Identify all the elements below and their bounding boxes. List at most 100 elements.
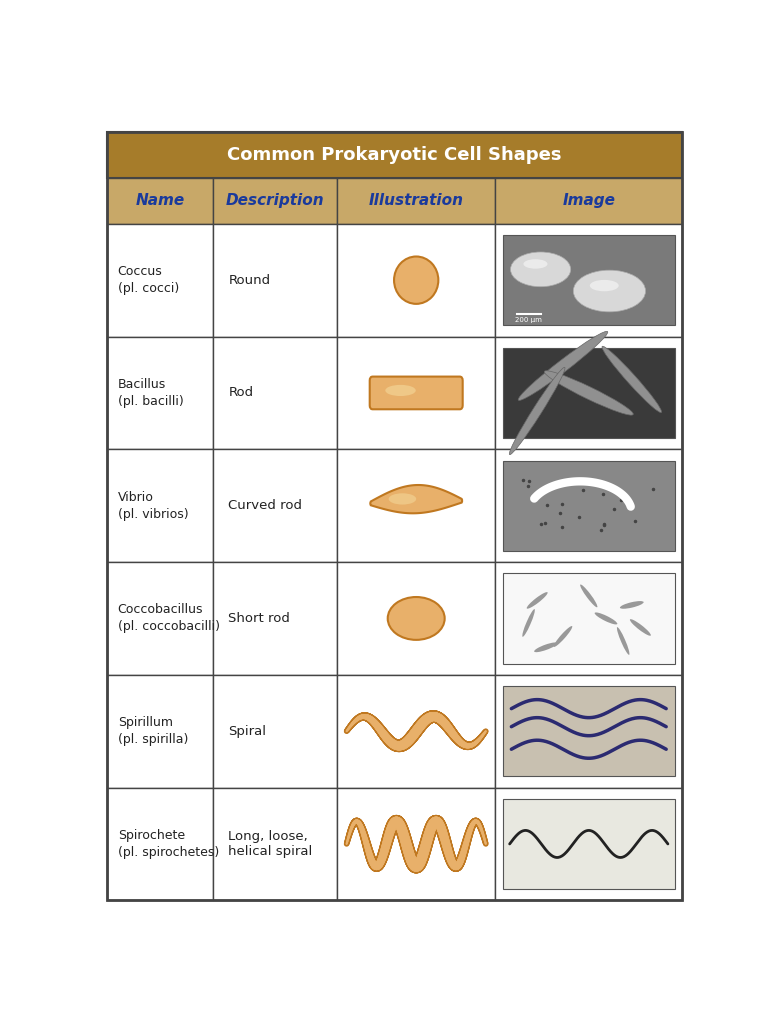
Ellipse shape xyxy=(510,368,565,455)
Ellipse shape xyxy=(405,268,425,290)
FancyBboxPatch shape xyxy=(503,799,675,889)
Ellipse shape xyxy=(385,385,416,396)
Ellipse shape xyxy=(394,256,438,304)
FancyBboxPatch shape xyxy=(337,787,495,900)
Ellipse shape xyxy=(403,267,426,291)
FancyBboxPatch shape xyxy=(495,450,682,562)
Ellipse shape xyxy=(397,260,434,300)
FancyBboxPatch shape xyxy=(213,337,337,450)
Ellipse shape xyxy=(409,272,420,285)
FancyBboxPatch shape xyxy=(107,178,213,224)
FancyBboxPatch shape xyxy=(337,337,495,450)
FancyBboxPatch shape xyxy=(337,450,495,562)
Ellipse shape xyxy=(397,604,434,632)
FancyBboxPatch shape xyxy=(370,377,463,410)
FancyBboxPatch shape xyxy=(503,236,675,326)
FancyBboxPatch shape xyxy=(107,132,682,178)
FancyBboxPatch shape xyxy=(107,450,213,562)
Text: Round: Round xyxy=(228,273,270,287)
Ellipse shape xyxy=(405,610,423,624)
Text: Illustration: Illustration xyxy=(369,194,464,209)
Ellipse shape xyxy=(404,610,424,625)
Ellipse shape xyxy=(544,371,633,415)
Text: Spiral: Spiral xyxy=(228,725,266,737)
Ellipse shape xyxy=(393,601,438,635)
Ellipse shape xyxy=(395,258,437,302)
FancyBboxPatch shape xyxy=(213,787,337,900)
Ellipse shape xyxy=(522,609,535,637)
Ellipse shape xyxy=(408,612,419,622)
Ellipse shape xyxy=(403,609,426,626)
Ellipse shape xyxy=(401,264,430,295)
Ellipse shape xyxy=(409,613,417,621)
Ellipse shape xyxy=(620,601,644,608)
Ellipse shape xyxy=(617,627,629,654)
Ellipse shape xyxy=(527,592,547,608)
Text: Description: Description xyxy=(226,194,325,209)
Text: Common Prokaryotic Cell Shapes: Common Prokaryotic Cell Shapes xyxy=(227,146,562,164)
Text: Spirochete
(pl. spirochetes): Spirochete (pl. spirochetes) xyxy=(118,829,219,859)
FancyBboxPatch shape xyxy=(213,178,337,224)
FancyBboxPatch shape xyxy=(107,787,213,900)
FancyBboxPatch shape xyxy=(503,573,675,664)
Text: Curved rod: Curved rod xyxy=(228,499,303,512)
Text: Long, loose,
helical spiral: Long, loose, helical spiral xyxy=(228,829,313,858)
Polygon shape xyxy=(370,485,462,513)
FancyBboxPatch shape xyxy=(495,675,682,787)
FancyBboxPatch shape xyxy=(495,224,682,337)
Ellipse shape xyxy=(410,275,417,283)
Text: Short rod: Short rod xyxy=(228,612,290,625)
Ellipse shape xyxy=(399,606,430,630)
FancyBboxPatch shape xyxy=(337,178,495,224)
FancyBboxPatch shape xyxy=(503,348,675,438)
Ellipse shape xyxy=(398,605,432,631)
Ellipse shape xyxy=(389,598,443,639)
FancyBboxPatch shape xyxy=(337,675,495,787)
FancyBboxPatch shape xyxy=(107,337,213,450)
Ellipse shape xyxy=(413,278,415,280)
Ellipse shape xyxy=(534,642,557,652)
FancyBboxPatch shape xyxy=(503,686,675,776)
FancyBboxPatch shape xyxy=(213,675,337,787)
Ellipse shape xyxy=(602,346,661,413)
Text: Bacillus
(pl. bacilli): Bacillus (pl. bacilli) xyxy=(118,378,183,408)
FancyBboxPatch shape xyxy=(495,562,682,675)
FancyBboxPatch shape xyxy=(107,562,213,675)
Ellipse shape xyxy=(412,276,416,281)
Ellipse shape xyxy=(402,265,428,294)
Ellipse shape xyxy=(400,607,429,629)
Ellipse shape xyxy=(580,585,598,607)
FancyBboxPatch shape xyxy=(107,675,213,787)
Ellipse shape xyxy=(401,608,427,627)
Ellipse shape xyxy=(390,599,441,638)
Ellipse shape xyxy=(389,494,417,505)
Ellipse shape xyxy=(410,274,419,284)
Text: Vibrio
(pl. vibrios): Vibrio (pl. vibrios) xyxy=(118,490,188,520)
Ellipse shape xyxy=(554,626,572,647)
Text: Coccobacillus
(pl. coccobacilli): Coccobacillus (pl. coccobacilli) xyxy=(118,603,219,634)
Ellipse shape xyxy=(395,603,435,633)
Ellipse shape xyxy=(403,266,427,293)
Ellipse shape xyxy=(574,270,645,312)
Text: Name: Name xyxy=(136,194,185,209)
FancyBboxPatch shape xyxy=(337,562,495,675)
Ellipse shape xyxy=(411,615,414,617)
FancyBboxPatch shape xyxy=(107,224,213,337)
Ellipse shape xyxy=(407,271,421,286)
Ellipse shape xyxy=(407,611,420,623)
FancyBboxPatch shape xyxy=(495,787,682,900)
Text: 200 μm: 200 μm xyxy=(515,316,542,323)
Ellipse shape xyxy=(396,259,436,301)
FancyBboxPatch shape xyxy=(503,461,675,551)
Ellipse shape xyxy=(400,263,431,296)
Ellipse shape xyxy=(406,269,424,289)
Ellipse shape xyxy=(391,600,440,636)
Ellipse shape xyxy=(594,612,618,625)
FancyBboxPatch shape xyxy=(495,178,682,224)
Ellipse shape xyxy=(388,597,444,640)
Text: Image: Image xyxy=(562,194,615,209)
Ellipse shape xyxy=(511,252,571,287)
Ellipse shape xyxy=(524,259,547,268)
Ellipse shape xyxy=(399,262,432,297)
FancyBboxPatch shape xyxy=(337,224,495,337)
